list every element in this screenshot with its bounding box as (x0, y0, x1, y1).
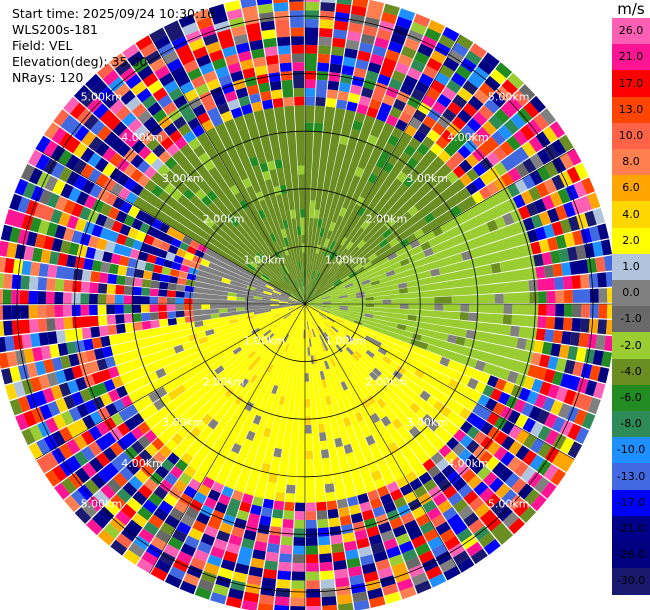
colorbar-swatch (612, 489, 650, 517)
velocity-bin-group (9, 0, 589, 605)
colorbar-swatch (612, 463, 650, 491)
range-ring-label: 2.00km (203, 213, 245, 226)
range-ring-label: 3.00km (406, 172, 448, 185)
colorbar-swatch (612, 306, 650, 333)
colorbar-swatch (612, 201, 650, 229)
colorbar-tick-label: 21.0 (618, 50, 644, 64)
range-ring-label: 3.00km (406, 416, 448, 429)
velocity-cells (0, 0, 616, 610)
nrays-label: NRays: 120 (12, 70, 84, 85)
range-ring-label: 5.00km (488, 90, 530, 103)
colorbar-swatch (612, 227, 650, 255)
colorbar-tick-label: 13.0 (618, 102, 644, 116)
start-time-label: Start time: 2025/09/24 10:30:16 (12, 6, 216, 21)
range-ring-label: 4.00km (447, 131, 489, 144)
colorbar-tick-label: -13.0 (616, 469, 646, 483)
range-ring-labels: 1.00km 1.00km 1.00km 1.00km 2.00km 2.00km 2.00… (81, 90, 530, 510)
colorbar-swatch (612, 411, 650, 438)
colorbar-swatch (612, 358, 650, 386)
colorbar-swatch (612, 384, 650, 412)
velocity-bin-group (9, 3, 574, 610)
range-ring-label: 5.00km (81, 90, 123, 103)
colorbar-tick-label: 26.0 (618, 24, 644, 38)
azimuth-spoke (35, 303, 306, 460)
range-ring-label: 1.00km (325, 253, 367, 266)
colorbar-unit: m/s (617, 0, 645, 18)
colorbar-tick-label: 8.0 (622, 155, 640, 169)
azimuth-spoke (149, 303, 306, 574)
azimuth-spoke (304, 148, 575, 305)
velocity-bin-group (0, 10, 606, 605)
colorbar-swatch (612, 253, 650, 281)
colorbar-tick-label: -10.0 (616, 443, 646, 457)
range-ring-label: 2.00km (366, 213, 408, 226)
colorbar-swatch (612, 542, 650, 569)
colorbar-tick-label: 4.0 (622, 207, 640, 221)
range-ring-label: 4.00km (447, 457, 489, 470)
colorbar-tick-label: -2.0 (620, 338, 642, 352)
colorbar-swatch (612, 175, 650, 202)
range-ring-label: 4.00km (121, 457, 163, 470)
colorbar-tick-label: -6.0 (620, 390, 642, 404)
velocity-bin-group (0, 19, 616, 589)
colorbar-tick-label: -26.0 (616, 548, 646, 562)
range-ring-label: 1.00km (243, 253, 285, 266)
colorbar-tick-label: 6.0 (622, 181, 640, 195)
range-ring-label: 5.00km (488, 498, 530, 511)
colorbar-tick-label: -4.0 (620, 364, 642, 378)
instrument-label: WLS200s-181 (12, 22, 98, 37)
colorbar-tick-label: -8.0 (620, 417, 642, 431)
range-ring-label: 2.00km (366, 375, 408, 388)
range-ring-label: 4.00km (121, 131, 163, 144)
range-ring-label: 5.00km (81, 498, 123, 511)
azimuth-spoke (304, 303, 575, 460)
colorbar-swatch (612, 70, 650, 98)
colorbar-swatch (612, 568, 650, 595)
colorbar-tick-label: 10.0 (618, 128, 644, 142)
range-ring-label: 1.00km (243, 335, 285, 348)
colorbar-tick-label: -21.0 (616, 521, 646, 535)
range-ring-label: 3.00km (162, 416, 204, 429)
colorbar-swatch (612, 280, 650, 307)
range-ring-label: 1.00km (325, 335, 367, 348)
colorbar-tick-label: -1.0 (620, 312, 642, 326)
azimuth-spoke (304, 303, 461, 574)
colorbar-tick-label: -30.0 (616, 574, 646, 588)
elevation-label: Elevation(deg): 35.00 (12, 54, 148, 69)
colorbar-swatch (612, 122, 650, 150)
field-label: Field: VEL (12, 38, 73, 53)
colorbar-swatch (612, 437, 650, 464)
colorbar-tick-label: -17.0 (616, 495, 646, 509)
range-ring-label: 3.00km (162, 172, 204, 185)
azimuth-spoke (35, 148, 306, 305)
range-ring-grid (0, 0, 617, 610)
colorbar-tick-label: 0.0 (622, 286, 640, 300)
colorbar-swatch (612, 515, 650, 543)
colorbar-tick-label: 2.0 (622, 233, 640, 247)
velocity-bin-group (0, 1, 567, 597)
colorbar-swatch (612, 96, 650, 124)
colorbar-swatch (612, 149, 650, 176)
colorbar-swatch (612, 18, 650, 45)
azimuth-spoke (149, 34, 306, 305)
range-ring-label: 2.00km (203, 375, 245, 388)
colorbar-swatch (612, 44, 650, 71)
colorbar-tick-label: 1.0 (622, 259, 640, 273)
azimuth-spoke (304, 34, 461, 305)
colorbar-swatch (612, 332, 650, 360)
colorbar-tick-label: 17.0 (618, 76, 644, 90)
